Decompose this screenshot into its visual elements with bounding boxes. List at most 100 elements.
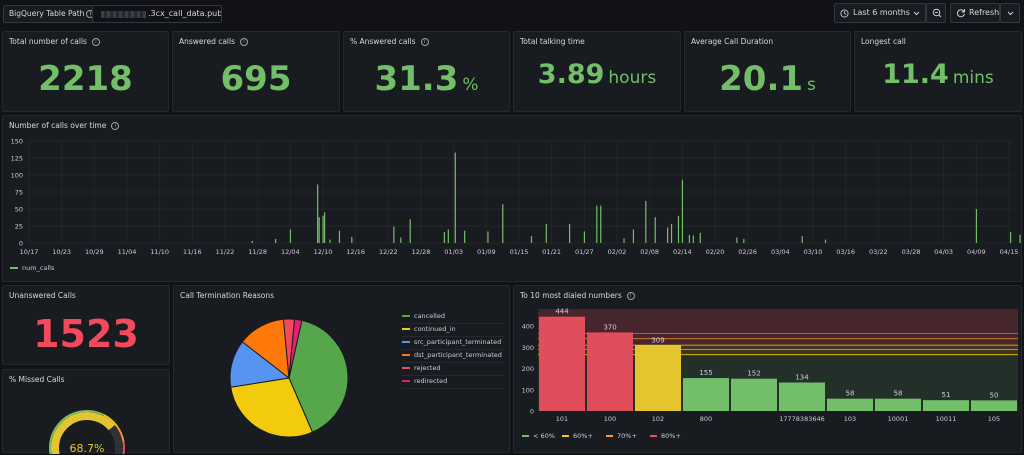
- time-range-picker[interactable]: Last 6 months: [834, 3, 926, 23]
- legend-swatch: [402, 315, 410, 317]
- series-spike: [681, 179, 684, 243]
- x-tick-label: 12/28: [412, 248, 431, 256]
- top-dialed-bar-chart[interactable]: 0 100 200 300 400 444 101 370 100 309 102 155 800 152…: [514, 303, 1021, 453]
- bar[interactable]: [587, 332, 633, 411]
- stat-panel: Answered calls i 695: [172, 31, 340, 112]
- bar[interactable]: [731, 378, 777, 411]
- pie-legend-item[interactable]: continued_in: [402, 325, 504, 337]
- x-tick-label: 103: [844, 415, 856, 423]
- termination-reasons-panel: Call Termination Reasons cancelled contin…: [173, 285, 510, 453]
- x-tick-label: 03/22: [869, 248, 888, 256]
- panel-title: Answered calls i: [179, 37, 249, 46]
- bar-value-label: 50: [990, 391, 999, 399]
- y-tick-label: 100: [11, 172, 23, 180]
- x-tick-label: 10011: [936, 415, 957, 423]
- panel-title: Total number of calls i: [9, 37, 100, 46]
- bar[interactable]: [971, 400, 1017, 411]
- panel-title: Average Call Duration: [691, 37, 774, 46]
- zoom-out-icon: [932, 8, 942, 18]
- pie-slice-redirected[interactable]: [288, 318, 303, 379]
- gauge-threshold-arc: [116, 425, 125, 443]
- series-spike: [667, 227, 669, 243]
- x-tick-label: 12/04: [281, 248, 300, 256]
- variable-label: BigQuery Table Path i: [3, 5, 101, 23]
- series-spike: [289, 229, 292, 243]
- series-spike: [654, 217, 656, 243]
- info-icon[interactable]: i: [626, 292, 635, 300]
- bar[interactable]: [779, 382, 825, 411]
- series-spike: [317, 184, 319, 243]
- x-tick-label: 101: [556, 415, 568, 423]
- bar[interactable]: [683, 378, 729, 411]
- bar[interactable]: [875, 398, 921, 411]
- x-tick-label: 11/04: [118, 248, 137, 256]
- pie-legend-item[interactable]: src_participant_terminated: [402, 338, 504, 350]
- refresh-icon: [956, 9, 965, 18]
- series-spike: [338, 230, 341, 243]
- panel-title: Call Termination Reasons: [180, 291, 274, 300]
- refresh-interval-dropdown[interactable]: [1000, 3, 1020, 23]
- info-icon[interactable]: i: [91, 38, 100, 46]
- x-tick-label: 10001: [888, 415, 909, 423]
- bar-value-label: 58: [846, 390, 855, 398]
- pie-slice-continued-in[interactable]: [230, 377, 314, 438]
- bar[interactable]: [827, 398, 873, 411]
- info-icon[interactable]: i: [420, 38, 429, 46]
- y-tick-label: 25: [15, 223, 23, 231]
- x-tick-label: 01/15: [510, 248, 529, 256]
- x-tick-label: 02/14: [673, 248, 692, 256]
- table-path-input[interactable]: .3cx_call_data.publ: [92, 5, 222, 23]
- info-icon[interactable]: i: [111, 122, 120, 130]
- x-tick-label: 11/28: [248, 248, 267, 256]
- y-tick-label: 300: [522, 344, 534, 352]
- bar-value-label: 51: [942, 391, 951, 399]
- top-dialed-numbers-panel: To 10 most dialed numbers i 0 100 200 300 400…: [513, 285, 1022, 453]
- x-tick-label: 102: [652, 415, 664, 423]
- missed-calls-gauge[interactable]: 68.7%: [3, 386, 171, 454]
- zoom-out-button[interactable]: [926, 3, 946, 23]
- y-tick-label: 0: [19, 240, 23, 248]
- panel-title: Longest call: [861, 37, 906, 46]
- series-spike: [600, 205, 602, 243]
- pie-legend-item[interactable]: cancelled: [402, 312, 504, 324]
- x-tick-label: 12/10: [314, 248, 333, 256]
- pie-slice-cancelled[interactable]: [288, 319, 349, 433]
- refresh-button[interactable]: Refresh: [950, 3, 1000, 23]
- redacted-text: [101, 11, 146, 18]
- termination-pie-chart[interactable]: [174, 303, 374, 453]
- pie-legend-item[interactable]: dst_participant_terminated: [402, 351, 504, 363]
- x-tick-label: 03/04: [771, 248, 790, 256]
- legend-num-calls[interactable]: num_calls: [10, 264, 54, 272]
- x-tick-label: 100: [604, 415, 616, 423]
- series-spike: [1010, 232, 1012, 243]
- y-tick-label: 150: [11, 138, 23, 146]
- panel-title: To 10 most dialed numbers i: [520, 291, 635, 300]
- series-spike: [569, 223, 571, 243]
- info-icon[interactable]: i: [240, 38, 249, 46]
- calls-over-time-chart[interactable]: 0 25 50 75 100 125 150 10/17 10/23 10/29 11/04 11/1…: [3, 133, 1021, 283]
- series-spike: [583, 231, 586, 243]
- pie-legend-item[interactable]: rejected: [402, 364, 504, 376]
- legend-swatch: [10, 267, 18, 269]
- legend-swatch: [402, 341, 410, 343]
- bar[interactable]: [635, 345, 681, 411]
- threshold-legend-label[interactable]: 70%+: [617, 432, 637, 440]
- x-tick-label: 03/16: [836, 248, 855, 256]
- y-tick-label: 75: [15, 189, 23, 197]
- y-tick-label: 100: [522, 386, 534, 394]
- x-tick-label: 10/29: [85, 248, 104, 256]
- threshold-legend-label[interactable]: 80%+: [661, 432, 681, 440]
- bar[interactable]: [539, 316, 585, 411]
- legend-swatch: [402, 380, 410, 382]
- threshold-band-orange: [538, 345, 1018, 350]
- series-spike: [736, 237, 738, 243]
- series-spike: [530, 236, 533, 243]
- threshold-legend-label[interactable]: < 60%: [533, 432, 555, 440]
- threshold-legend-label[interactable]: 60%+: [573, 432, 593, 440]
- calls-over-time-panel: Number of calls over time i 0 25 50 75 100 125…: [2, 115, 1022, 282]
- legend-swatch: [522, 435, 529, 437]
- stat-panel: Average Call Duration 20.1 s: [684, 31, 851, 112]
- bar[interactable]: [923, 400, 969, 411]
- pie-legend-item[interactable]: redirected: [402, 377, 504, 389]
- x-tick-label: 10/23: [52, 248, 71, 256]
